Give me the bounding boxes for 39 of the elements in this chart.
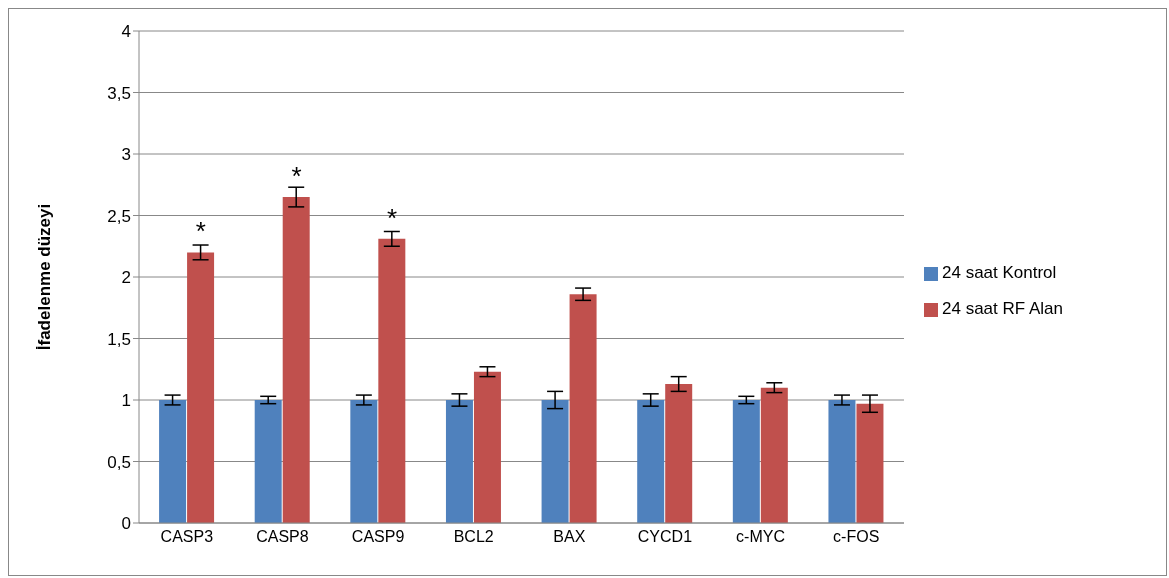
y-tick-label: 4 <box>121 22 131 42</box>
bar <box>828 400 856 523</box>
bar <box>541 400 569 523</box>
legend-label: 24 saat RF Alan <box>942 299 1063 318</box>
y-tick-label: 1,5 <box>107 329 131 349</box>
bar <box>159 400 187 523</box>
legend-label: 24 saat Kontrol <box>942 263 1057 282</box>
bar <box>732 400 760 523</box>
y-tick-label: 0,5 <box>107 452 131 472</box>
x-tick-label: c-FOS <box>833 528 880 546</box>
bar <box>665 384 693 523</box>
y-tick-label: 1 <box>121 391 131 411</box>
bar <box>378 238 406 523</box>
x-tick-label: CYCD1 <box>637 528 693 546</box>
x-tick-label: BCL2 <box>453 528 494 546</box>
bar <box>569 294 597 523</box>
bar <box>760 387 788 523</box>
x-tick-label: c-MYC <box>736 528 786 546</box>
bar <box>282 197 310 523</box>
y-axis-title: İfadelenme düzeyi <box>35 203 55 351</box>
y-tick-label: 2 <box>121 268 131 288</box>
x-tick-label: BAX <box>553 528 586 546</box>
y-tick-label: 2,5 <box>107 206 131 226</box>
y-tick-label: 0 <box>121 514 131 534</box>
annotation: * <box>291 161 302 192</box>
bar <box>473 371 501 523</box>
bar <box>637 400 665 523</box>
annotation: * <box>195 216 206 247</box>
bar <box>445 400 473 523</box>
x-tick-label: CASP8 <box>256 528 309 546</box>
x-tick-label: CASP3 <box>160 528 214 546</box>
y-tick-label: 3,5 <box>107 83 131 103</box>
bar <box>856 403 884 523</box>
bar <box>254 400 282 523</box>
bar <box>187 252 215 523</box>
x-tick-label: CASP9 <box>351 528 405 546</box>
y-tick-label: 3 <box>121 145 131 165</box>
annotation: * <box>387 202 398 233</box>
bar <box>350 400 378 523</box>
